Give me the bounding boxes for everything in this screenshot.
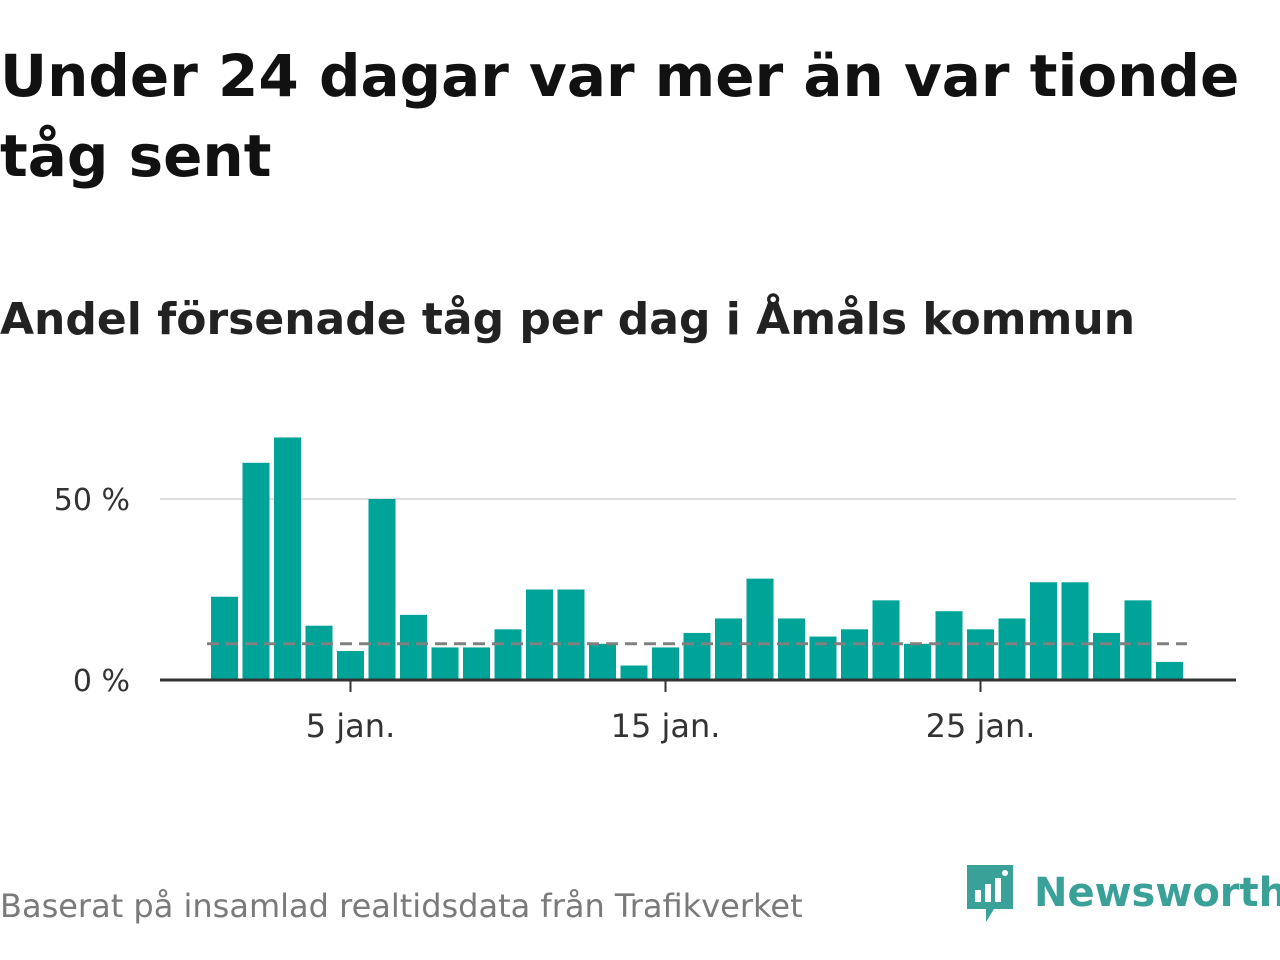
y-tick-label: 0 % [73,664,130,699]
bar [967,629,994,680]
bar [274,437,301,680]
bar [620,665,648,680]
y-tick-label: 50 % [54,483,130,518]
bar [526,589,553,680]
bar [211,596,238,680]
bar [872,600,900,680]
bar [400,614,427,680]
bar [683,632,711,680]
bar [337,651,364,680]
newsworthy-logo-icon [967,865,1013,922]
bar [841,629,868,680]
bar [715,618,742,680]
brand-logo: Newsworthy [964,862,1280,924]
brand-name: Newsworthy [1034,870,1280,916]
bar [652,647,679,680]
chart-subtitle: Andel försenade tåg per dag i Åmåls komm… [0,294,1136,345]
bar [1030,582,1057,680]
bar [494,629,522,680]
bar [935,611,963,680]
chart-title: Under 24 dagar var mer än var tionde tåg… [0,42,1240,190]
bar [557,589,585,680]
bar [746,578,774,680]
bar [904,643,931,680]
bar [1093,632,1120,680]
bar [305,625,333,680]
bar [1124,600,1152,680]
x-tick-label: 5 jan. [306,707,395,745]
bar [778,618,805,680]
x-tick-label: 25 jan. [926,707,1036,745]
source-note: Baserat på insamlad realtidsdata från Tr… [0,887,803,925]
bar [1156,661,1183,680]
bar [998,618,1026,680]
bar [463,647,490,680]
bar [368,499,396,680]
bar [431,647,459,680]
x-tick-label: 15 jan. [611,707,721,745]
bar [1061,582,1089,680]
bar [242,462,270,680]
bar [589,643,616,680]
bar-chart: 0 % 50 % 5 jan. 15 jan. 25 jan. [54,437,1236,745]
